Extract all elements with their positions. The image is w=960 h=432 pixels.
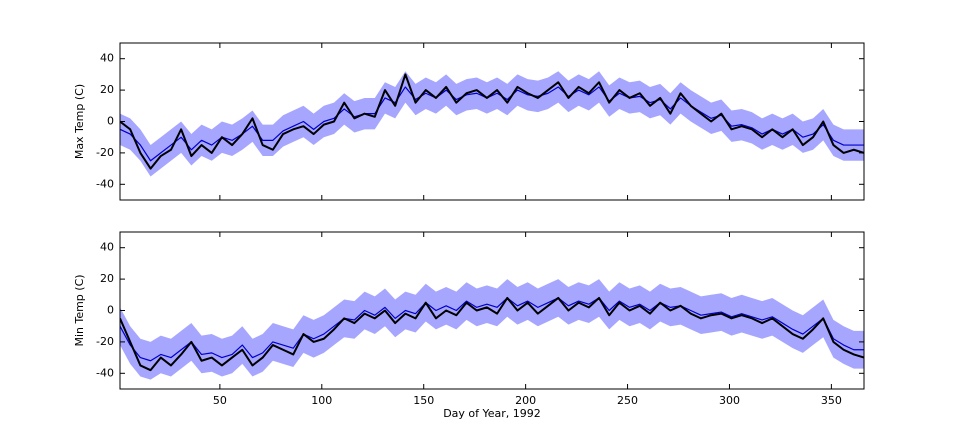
plot-area [120, 71, 864, 177]
x-tick-label: 300 [719, 394, 740, 407]
y-tick-label: -20 [96, 335, 114, 348]
x-tick-label: 250 [617, 394, 638, 407]
y-tick-label: -20 [96, 146, 114, 159]
y-tick-label: 20 [100, 83, 114, 96]
x-axis-label: Day of Year, 1992 [443, 407, 541, 420]
y-tick-label: 0 [107, 304, 114, 317]
x-tick-label: 200 [515, 394, 536, 407]
uncertainty-band [120, 71, 864, 177]
y-tick-label: -40 [96, 366, 114, 379]
x-tick-label: 100 [311, 394, 332, 407]
y-tick-label: 40 [100, 241, 114, 254]
x-tick-label: 150 [413, 394, 434, 407]
series-line [120, 296, 864, 372]
plot-area [120, 279, 864, 380]
y-tick-label: 0 [107, 115, 114, 128]
series-line [120, 73, 864, 170]
y-tick-label: -40 [96, 177, 114, 190]
y-axis-label: Max Temp (C) [73, 84, 86, 159]
x-tick-label: 50 [213, 394, 227, 407]
y-tick-label: 40 [100, 52, 114, 65]
y-tick-label: 20 [100, 272, 114, 285]
y-axis-label: Min Temp (C) [73, 274, 86, 346]
series-line [120, 297, 864, 362]
uncertainty-band [120, 279, 864, 380]
x-tick-label: 350 [821, 394, 842, 407]
